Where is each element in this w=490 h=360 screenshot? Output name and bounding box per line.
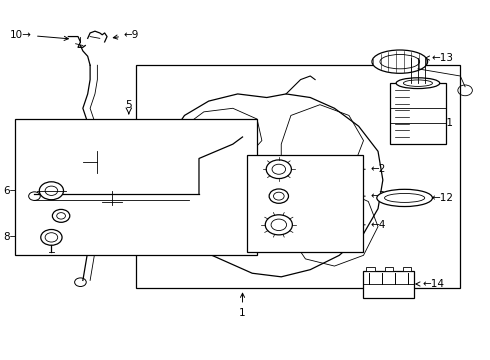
- Bar: [390, 83, 446, 144]
- Text: 8→: 8→: [3, 232, 37, 242]
- Text: 1: 1: [239, 293, 246, 318]
- Circle shape: [269, 189, 289, 203]
- Text: ←7: ←7: [70, 211, 91, 221]
- Bar: [403, 267, 412, 271]
- Text: 10→: 10→: [10, 30, 69, 40]
- Ellipse shape: [380, 54, 419, 69]
- PathPatch shape: [165, 94, 383, 277]
- Circle shape: [265, 215, 293, 235]
- Bar: [385, 267, 393, 271]
- Text: 6→: 6→: [3, 186, 35, 196]
- Text: ←11: ←11: [418, 118, 453, 130]
- Bar: [367, 267, 375, 271]
- Circle shape: [266, 160, 292, 179]
- Circle shape: [52, 210, 70, 222]
- Text: 5: 5: [125, 100, 132, 110]
- Text: ←2: ←2: [329, 164, 386, 174]
- Text: ←4: ←4: [327, 220, 386, 230]
- Circle shape: [41, 229, 62, 245]
- Text: ←14: ←14: [416, 279, 444, 289]
- Bar: [247, 155, 364, 252]
- Ellipse shape: [372, 50, 428, 73]
- Bar: [15, 119, 257, 255]
- Ellipse shape: [377, 189, 433, 207]
- Text: ←9: ←9: [113, 30, 139, 40]
- Text: ←12: ←12: [420, 193, 453, 203]
- Text: ←13: ←13: [425, 53, 453, 63]
- Bar: [364, 271, 415, 298]
- Bar: [136, 65, 460, 288]
- Ellipse shape: [396, 78, 440, 89]
- Text: ←3: ←3: [326, 191, 386, 201]
- Circle shape: [39, 182, 64, 200]
